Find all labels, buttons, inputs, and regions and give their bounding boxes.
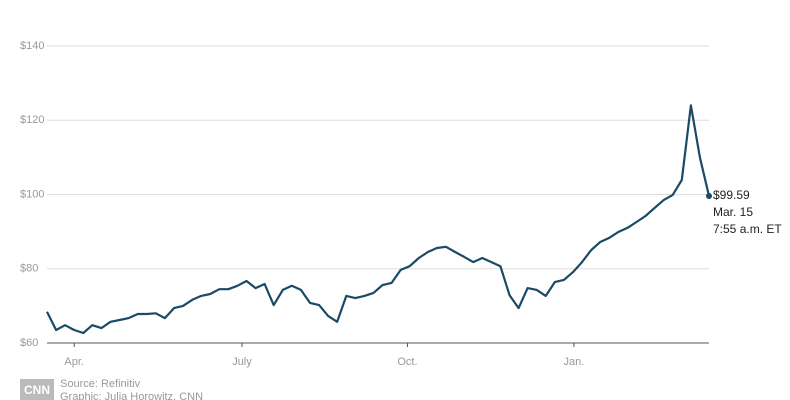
y-tick-label: $80 <box>20 263 38 275</box>
y-tick-label: $140 <box>20 40 44 52</box>
x-tick-label: Apr. <box>64 356 84 368</box>
credit: Graphic: Julia Horowitz, CNN <box>60 391 203 400</box>
annotation: Mar. 15 <box>713 205 753 219</box>
logo-box <box>20 379 54 400</box>
logo: CNN <box>24 383 50 397</box>
y-tick-label: $120 <box>20 114 44 126</box>
y-tick-label: $100 <box>20 188 44 200</box>
price-line <box>46 104 711 335</box>
x-tick-label: Oct. <box>397 356 417 368</box>
annotation: 7:55 a.m. ET <box>713 222 782 236</box>
last-point <box>706 193 712 200</box>
source: Source: Refinitiv <box>60 378 141 390</box>
x-tick-label: July <box>232 356 252 368</box>
annotation: $99.59 <box>713 188 750 202</box>
x-tick-label: Jan. <box>563 356 584 368</box>
y-tick-label: $60 <box>20 337 38 349</box>
